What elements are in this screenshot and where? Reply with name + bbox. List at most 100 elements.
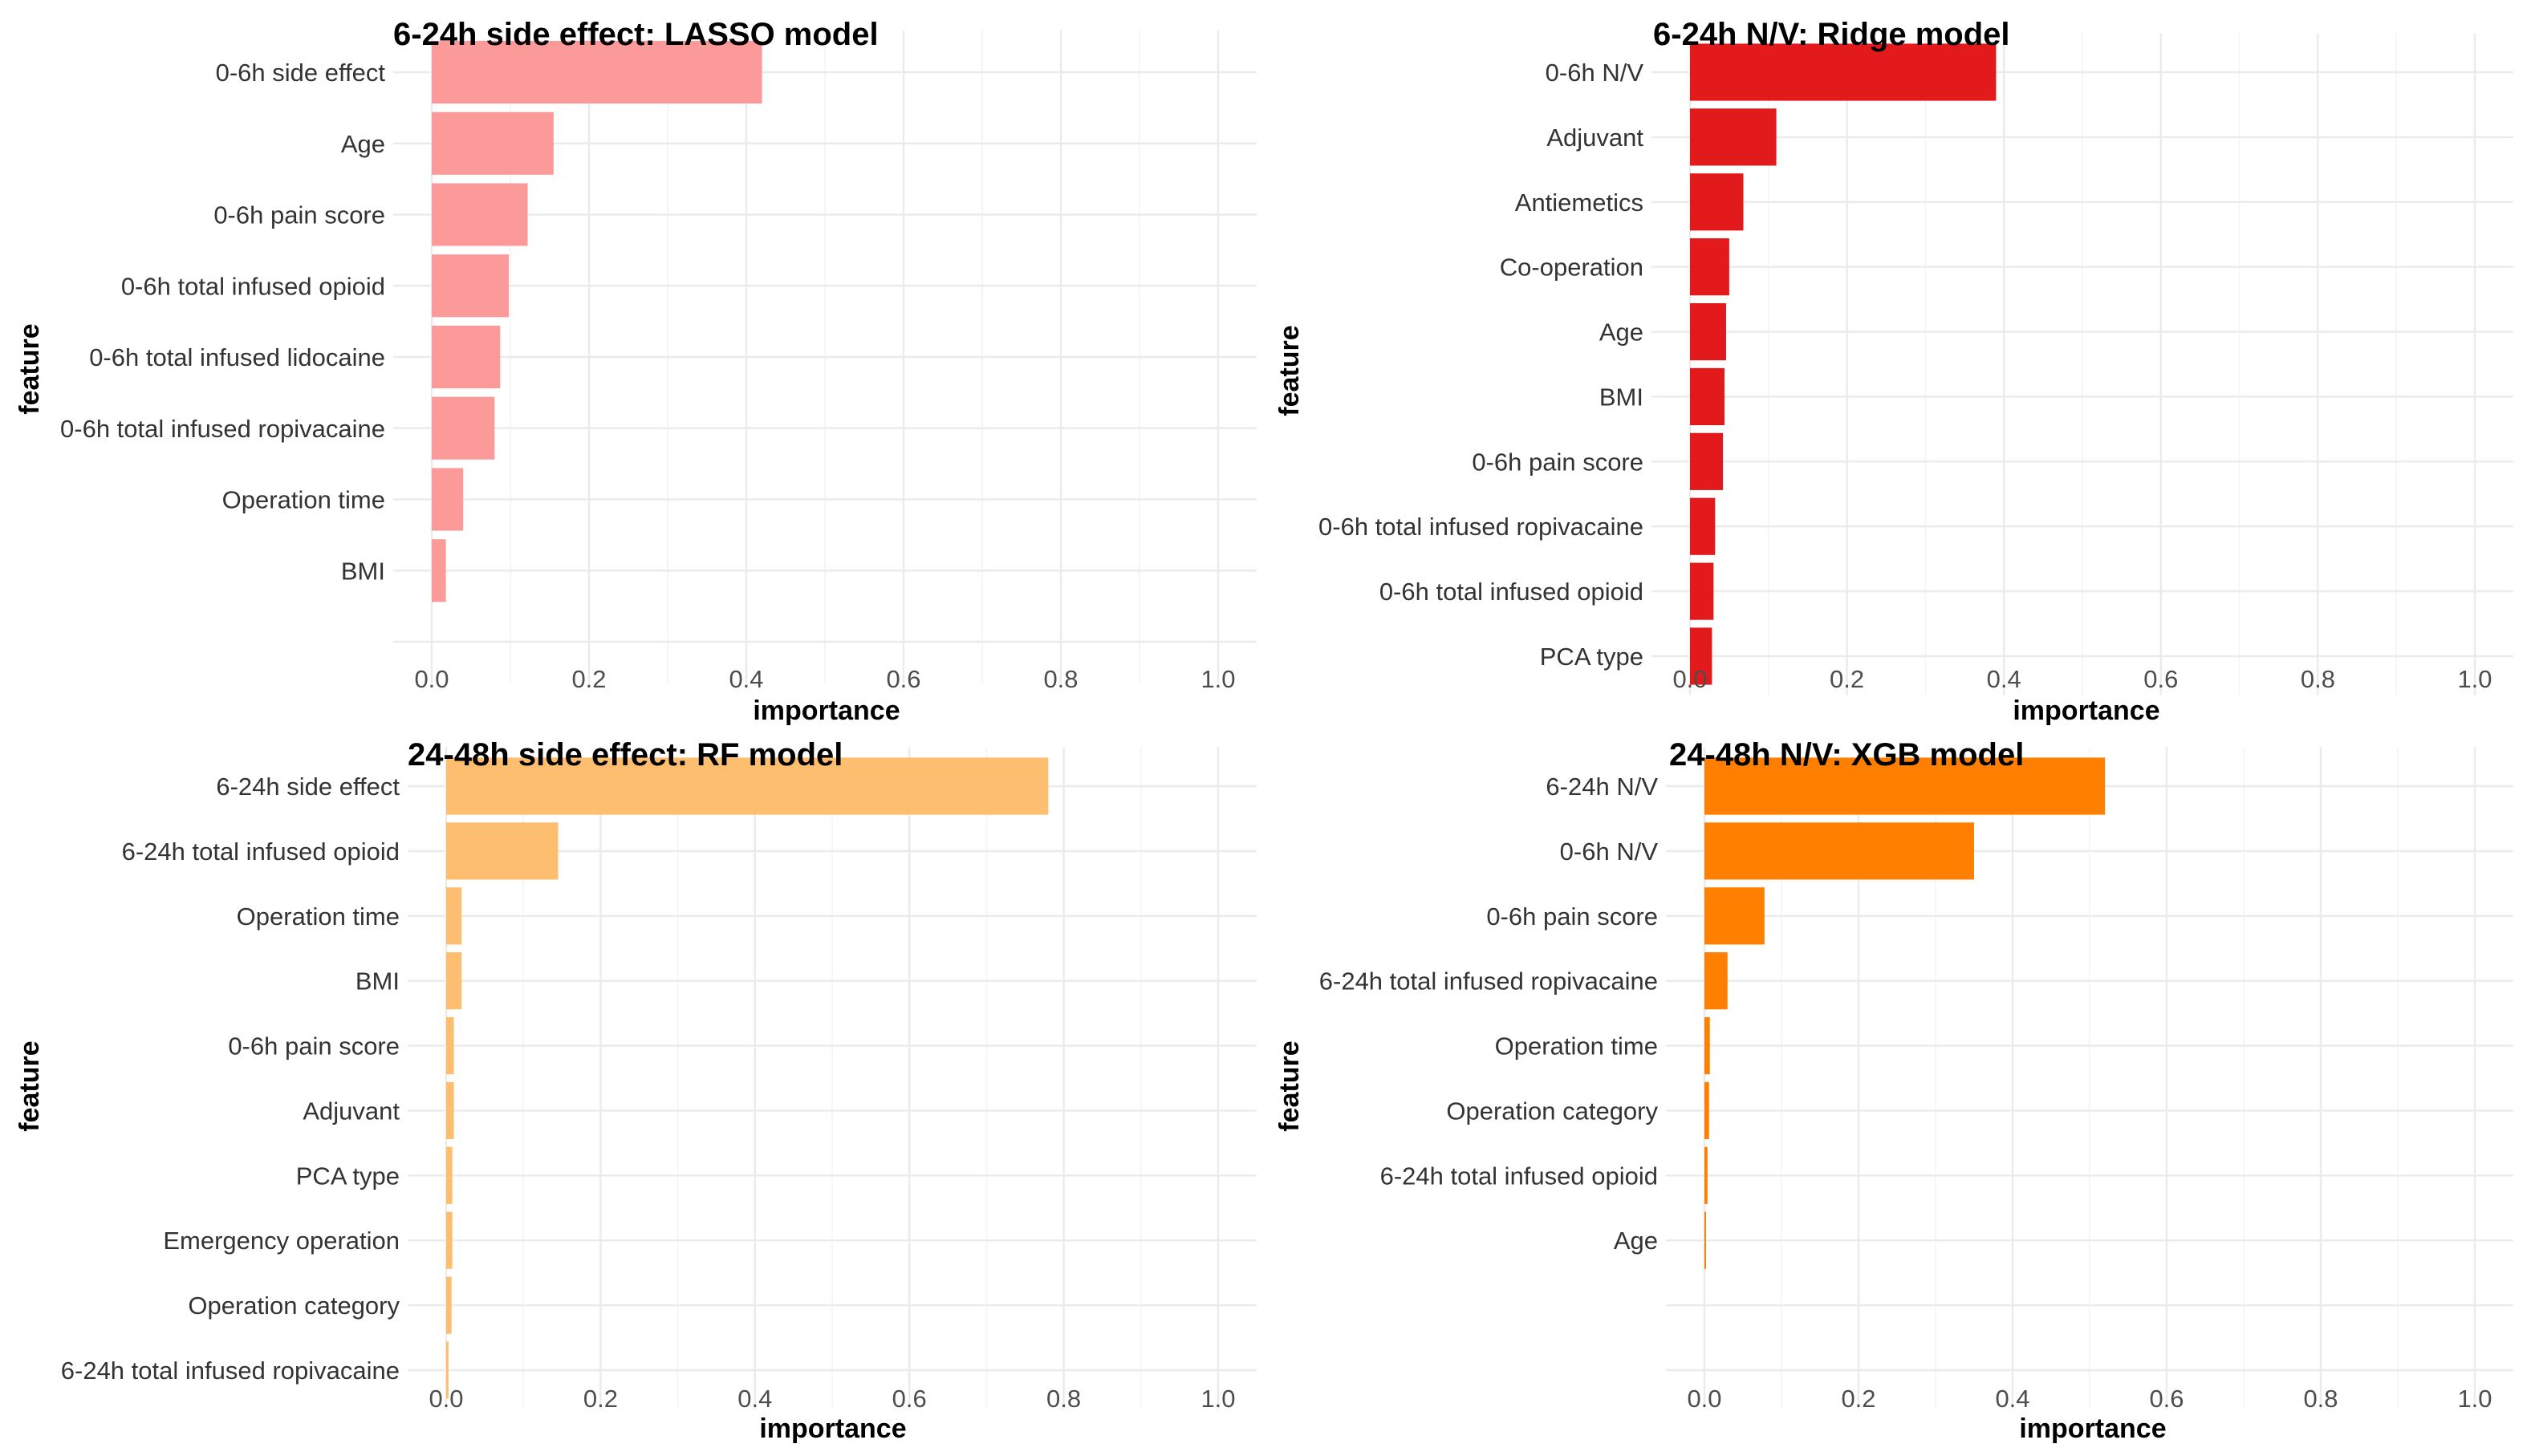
y-axis-label: feature [14,323,45,414]
x-tick-label: 0.2 [583,1385,618,1413]
category-label: 0-6h total infused ropivacaine [60,415,385,443]
y-axis-label: feature [14,1040,45,1131]
x-tick-label: 0.2 [571,665,606,693]
category-label: Emergency operation [163,1227,400,1255]
category-label: 0-6h total infused opioid [1379,578,1643,606]
chart-panel-1: 0-6h side effect Age 0-6h pain score 0-6h t… [14,17,1257,726]
bar [1690,43,1997,101]
x-tick-label: 0.2 [1830,665,1864,693]
category-label: BMI [341,557,385,585]
bar [446,952,462,1010]
category-label: BMI [1599,383,1643,411]
bar [1690,627,1712,685]
x-tick-label: 0.6 [2149,1385,2184,1413]
y-axis-label: feature [1274,1040,1305,1131]
category-label: Age [341,130,385,158]
category-label: Adjuvant [303,1097,400,1125]
bar [1690,497,1716,555]
bar [432,468,464,531]
category-label: Operation category [188,1292,400,1320]
bar [1704,952,1728,1010]
x-tick-label: 0.4 [1987,665,2021,693]
bar [1704,1146,1708,1204]
x-tick-label: 0.4 [1995,1385,2029,1413]
chart-panel-3: 6-24h side effect 6-24h total infused opi… [14,737,1257,1444]
category-label: 0-6h N/V [1560,838,1659,866]
category-label: 0-6h pain score [1486,902,1658,931]
category-label: Adjuvant [1546,124,1643,152]
y-axis-label: feature [1274,325,1305,416]
x-tick-label: 0.8 [2303,1385,2338,1413]
bar [446,1146,453,1204]
chart-panel-4: 6-24h N/V 0-6h N/V 0-6h pain score 6-24h to… [1274,737,2513,1444]
category-label: 6-24h total infused ropivacaine [61,1357,400,1385]
x-axis-label: importance [753,696,900,726]
x-tick-label: 0.6 [886,665,920,693]
bar [432,183,528,246]
x-tick-label: 1.0 [2457,1385,2492,1413]
x-tick-label: 1.0 [1200,665,1235,693]
bar [432,40,762,104]
x-tick-label: 0.8 [1043,665,1078,693]
bar [446,757,1049,815]
bar [1690,302,1726,361]
bar [446,822,559,880]
category-label: 6-24h total infused opioid [1380,1162,1658,1190]
bar [1690,432,1724,490]
bar [432,539,446,602]
x-tick-label: 0.0 [414,665,449,693]
bar [432,396,495,460]
x-tick-label: 0.0 [1672,665,1707,693]
category-label: 0-6h total infused ropivacaine [1318,513,1643,541]
bar [432,112,554,175]
chart-title: 24-48h N/V: XGB model [1669,737,2024,773]
x-tick-label: 0.4 [729,665,763,693]
bar [432,254,510,318]
bar [1690,367,1725,426]
x-tick-label: 1.0 [1200,1385,1235,1413]
x-axis-label: importance [759,1413,906,1444]
chart-title: 6-24h N/V: Ridge model [1653,17,2010,52]
x-axis-label: importance [2013,696,2159,726]
bar [1690,238,1729,296]
bar [432,325,501,389]
category-label: Age [1614,1227,1658,1255]
bar [1704,1211,1706,1269]
category-label: 0-6h pain score [228,1032,400,1061]
x-axis-label: importance [2019,1413,2166,1444]
bar [1690,173,1744,231]
x-tick-label: 0.0 [1687,1385,1721,1413]
category-label: 6-24h N/V [1546,773,1658,801]
category-label: Operation category [1446,1097,1658,1125]
x-tick-label: 1.0 [2457,665,2492,693]
x-tick-label: 0.6 [2143,665,2178,693]
category-label: 0-6h side effect [216,59,386,87]
x-tick-label: 0.2 [1841,1385,1875,1413]
category-label: Age [1599,318,1643,347]
category-label: 6-24h total infused ropivacaine [1319,967,1658,996]
category-label: 0-6h N/V [1546,59,1644,87]
bar [1704,887,1765,945]
chart-panel-2: 0-6h N/V Adjuvant Antiemetics Co-operation A… [1274,17,2513,726]
x-tick-label: 0.8 [1046,1385,1081,1413]
bar [1690,562,1714,620]
bar [1704,1081,1709,1140]
x-tick-label: 0.8 [2301,665,2335,693]
category-label: Operation time [1495,1032,1658,1061]
bar [446,1211,453,1269]
bar [446,1276,452,1334]
x-tick-label: 0.6 [892,1385,927,1413]
category-label: 0-6h total infused opioid [121,272,385,300]
category-label: BMI [355,967,400,996]
bar [446,1341,449,1399]
category-label: Operation time [222,486,385,514]
bar [1704,1016,1710,1075]
chart-title: 6-24h side effect: LASSO model [393,17,879,52]
x-tick-label: 0.0 [429,1385,463,1413]
x-tick-label: 0.4 [737,1385,772,1413]
category-label: PCA type [296,1162,400,1190]
category-label: PCA type [1540,643,1643,671]
bar [1690,108,1777,166]
category-label: 0-6h pain score [213,201,385,229]
